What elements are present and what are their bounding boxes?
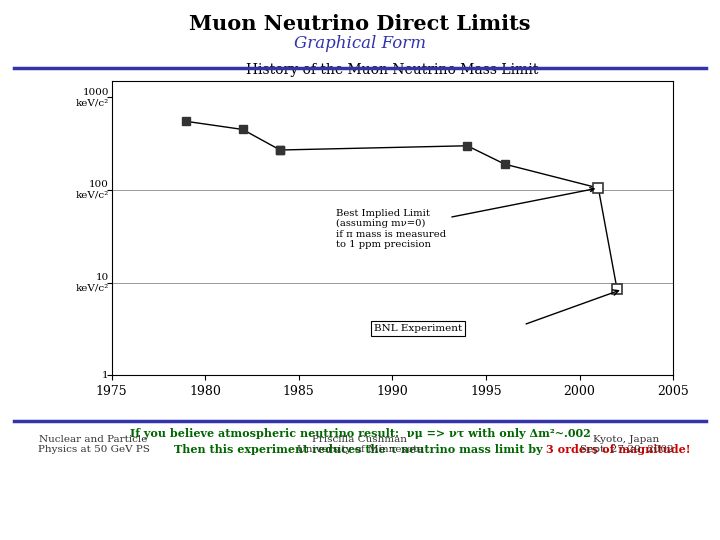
Title: History of the Muon Neutrino Mass Limit: History of the Muon Neutrino Mass Limit — [246, 63, 539, 77]
Text: 1000
keV/c²: 1000 keV/c² — [76, 87, 109, 107]
Text: If you believe atmospheric neutrino result:  νμ => ντ with only Δm²~.002: If you believe atmospheric neutrino resu… — [130, 428, 590, 438]
Text: 1: 1 — [102, 371, 109, 380]
Text: Graphical Form: Graphical Form — [294, 35, 426, 52]
Text: Priscilla Cushman
University of Minnesota: Priscilla Cushman University of Minnesot… — [297, 435, 423, 454]
Text: Then this experiment reduces the τ neutrino mass limit by: Then this experiment reduces the τ neutr… — [174, 444, 546, 455]
Text: 100
keV/c²: 100 keV/c² — [76, 180, 109, 200]
Text: 10
keV/c²: 10 keV/c² — [76, 273, 109, 292]
Text: Kyoto, Japan
Sept. 27-29, 2002: Kyoto, Japan Sept. 27-29, 2002 — [580, 435, 673, 454]
Text: BNL Experiment: BNL Experiment — [374, 324, 462, 333]
Text: Muon Neutrino Direct Limits: Muon Neutrino Direct Limits — [189, 14, 531, 33]
Text: Nuclear and Particle
Physics at 50 GeV PS: Nuclear and Particle Physics at 50 GeV P… — [37, 435, 150, 454]
Text: 3 orders of magnitude!: 3 orders of magnitude! — [546, 444, 690, 455]
Text: Best Implied Limit
(assuming mν=0)
if π mass is measured
to 1 ppm precision: Best Implied Limit (assuming mν=0) if π … — [336, 188, 594, 249]
